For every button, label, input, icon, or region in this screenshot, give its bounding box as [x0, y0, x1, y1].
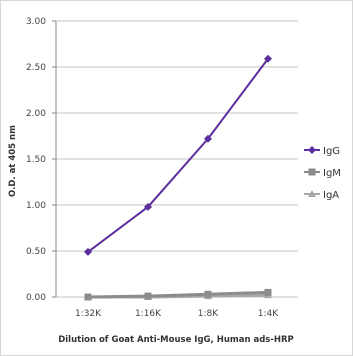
- y-tick-label: 1.00: [26, 201, 46, 211]
- legend-label-igg: IgG: [323, 146, 340, 157]
- data-point: [308, 190, 316, 197]
- legend-label-iga: IgA: [323, 190, 339, 201]
- x-tick-label: 1:4K: [258, 309, 279, 319]
- gridlines: [52, 20, 298, 298]
- data-point: [84, 247, 92, 256]
- data-point: [264, 54, 272, 63]
- y-tick-label: 0.50: [26, 247, 46, 257]
- data-point: [204, 290, 212, 298]
- y-tick-label: 0.00: [26, 293, 46, 303]
- x-tick-labels: 1:32K 1:16K 1:8K 1:4K: [75, 309, 279, 319]
- y-tick-label: 3.00: [26, 17, 46, 27]
- x-tick-label: 1:16K: [135, 309, 162, 319]
- data-point: [308, 146, 316, 154]
- series-line-igm: [87, 290, 269, 299]
- y-tick-label: 1.50: [26, 155, 46, 165]
- data-point: [308, 168, 316, 176]
- legend: IgG IgM IgA: [304, 146, 341, 201]
- data-point: [84, 293, 92, 301]
- x-tick-label: 1:32K: [75, 309, 102, 319]
- series-line-igg: [87, 58, 269, 253]
- y-tick-labels: 3.00 2.50 2.00 1.50 1.00 0.50 0.00: [26, 17, 46, 303]
- y-tick-label: 2.50: [26, 63, 46, 73]
- data-point: [264, 288, 272, 296]
- x-tick-label: 1:8K: [198, 309, 219, 319]
- legend-label-igm: IgM: [323, 168, 341, 179]
- series-lines: [84, 54, 272, 301]
- data-point: [144, 292, 152, 300]
- data-point: [204, 134, 212, 143]
- data-point: [144, 202, 152, 211]
- y-tick-label: 2.00: [26, 109, 46, 119]
- y-axis-label: O.D. at 405 nm: [8, 125, 18, 197]
- x-axis-label: Dilution of Goat Anti-Mouse IgG, Human a…: [58, 335, 294, 345]
